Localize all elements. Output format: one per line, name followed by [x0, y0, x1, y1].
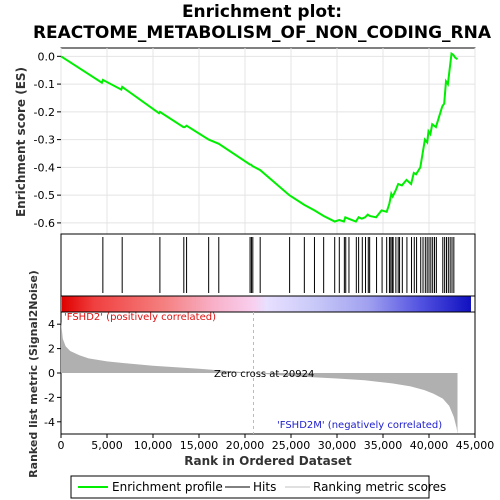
- metric-y-axis-label: Ranked list metric (Signal2Noise): [27, 270, 40, 478]
- legend-item-profile: Enrichment profile: [112, 480, 223, 494]
- x-tick-label: 45,000: [456, 439, 495, 452]
- positive-correlation-label: 'FSHD2' (positively correlated): [64, 312, 216, 323]
- legend-item-hits: Hits: [253, 480, 276, 494]
- metric-y-tick-label: 2: [48, 343, 55, 356]
- x-tick-label: 0: [58, 439, 65, 452]
- es-y-ticks: 0.0 -0.1 -0.2 -0.3 -0.4 -0.5 -0.6: [34, 50, 61, 230]
- x-axis-label: Rank in Ordered Dataset: [184, 454, 352, 468]
- x-axis-ticks: 0 5,000 10,000 15,000 20,000 25,000 30,000 35,0…: [58, 434, 495, 452]
- es-y-axis-label: Enrichment score (ES): [14, 67, 28, 217]
- x-tick-label: 20,000: [226, 439, 265, 452]
- metric-y-tick-label: 0: [48, 367, 55, 380]
- ranking-metric-area: [61, 321, 458, 434]
- x-tick-label: 10,000: [134, 439, 173, 452]
- es-y-tick-label: -0.4: [34, 161, 55, 174]
- es-y-tick-label: -0.2: [34, 106, 55, 119]
- enrichment-profile-line: [60, 51, 459, 223]
- x-tick-label: 15,000: [180, 439, 219, 452]
- hits-panel-frame: [60, 233, 476, 297]
- rank-color-bar: [62, 296, 471, 312]
- x-tick-label: 25,000: [272, 439, 311, 452]
- x-tick-label: 30,000: [318, 439, 357, 452]
- es-panel-frame: [60, 47, 476, 235]
- metric-y-tick-label: -2: [44, 391, 55, 404]
- chart-title-line1: Enrichment plot:: [182, 2, 342, 22]
- metric-y-tick-label: -4: [44, 416, 55, 429]
- es-y-tick-label: 0.0: [38, 50, 56, 63]
- es-y-tick-label: -0.1: [34, 78, 55, 91]
- es-y-tick-label: -0.6: [34, 217, 55, 230]
- legend-item-metric: Ranking metric scores: [313, 480, 446, 494]
- x-tick-label: 5,000: [91, 439, 123, 452]
- chart-title-line2: REACTOME_METABOLISM_OF_NON_CODING_RNA: [33, 23, 492, 43]
- hit-markers: [102, 237, 455, 293]
- es-y-tick-label: -0.3: [34, 134, 55, 147]
- metric-y-tick-label: 4: [48, 318, 55, 331]
- x-tick-label: 35,000: [364, 439, 403, 452]
- zero-cross-label: Zero cross at 20924: [214, 369, 314, 380]
- metric-y-ticks: 4 2 0 -2 -4: [44, 318, 61, 429]
- negative-correlation-label: 'FSHD2M' (negatively correlated): [277, 420, 442, 431]
- es-gridlines: [60, 48, 476, 234]
- es-y-tick-label: -0.5: [34, 189, 55, 202]
- x-tick-label: 40,000: [410, 439, 449, 452]
